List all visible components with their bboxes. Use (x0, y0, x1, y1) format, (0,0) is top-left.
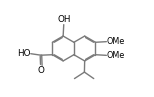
Text: HO: HO (17, 49, 30, 58)
Text: O: O (38, 66, 45, 75)
Text: OH: OH (58, 15, 71, 24)
Text: OMe: OMe (107, 37, 125, 46)
Text: OMe: OMe (107, 51, 125, 60)
